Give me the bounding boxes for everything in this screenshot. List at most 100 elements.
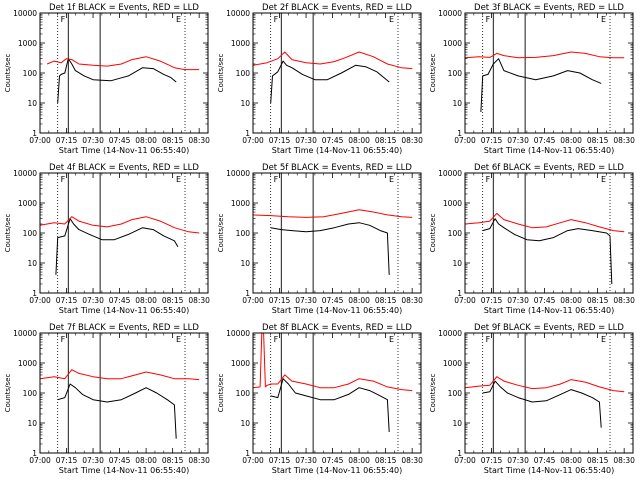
x-axis-label: Start Time (14-Nov-11 06:55:40) — [59, 466, 189, 475]
y-tick-label: 10000 — [13, 169, 37, 178]
y-axis-label: Counts/sec — [429, 214, 437, 253]
marker-label-e: E — [176, 335, 181, 344]
y-tick-label: 10000 — [438, 9, 462, 18]
x-tick-label: 08:15 — [375, 136, 397, 145]
x-tick-label: 07:30 — [82, 296, 104, 305]
y-tick-label: 1 — [32, 449, 37, 458]
events-series-line — [57, 383, 177, 439]
x-tick-label: 07:30 — [82, 136, 104, 145]
x-tick-label: 07:45 — [322, 296, 344, 305]
x-tick-label: 07:15 — [56, 456, 78, 465]
x-tick-label: 07:15 — [56, 296, 78, 305]
y-tick-label: 1000 — [231, 199, 250, 208]
y-tick-label: 100 — [23, 389, 38, 398]
y-tick-label: 1000 — [443, 39, 462, 48]
x-axis-label: Start Time (14-Nov-11 06:55:40) — [272, 466, 402, 475]
events-series-line — [270, 60, 390, 104]
x-tick-label: 08:00 — [560, 456, 582, 465]
y-tick-label: 100 — [448, 229, 463, 238]
x-tick-label: 07:15 — [56, 136, 78, 145]
plot-frame — [252, 332, 422, 454]
y-axis-label: Counts/sec — [217, 374, 225, 413]
x-tick-label: 07:30 — [507, 296, 529, 305]
events-series-line — [482, 218, 613, 285]
plot-frame — [39, 332, 209, 454]
x-tick-label: 08:15 — [162, 456, 184, 465]
x-tick-label: 08:30 — [401, 456, 423, 465]
chart-panel: 1 10 100 1000 10000 07:00 07:15 07:30 07:45 08:00… — [429, 163, 635, 315]
x-tick-label: 08:00 — [348, 136, 370, 145]
x-tick-label: 07:30 — [295, 136, 317, 145]
y-tick-label: 10 — [27, 99, 37, 108]
y-tick-label: 100 — [448, 69, 463, 78]
events-series-line — [55, 218, 179, 275]
y-tick-label: 100 — [236, 229, 251, 238]
x-tick-label: 08:15 — [587, 296, 609, 305]
x-tick-label: 07:30 — [295, 456, 317, 465]
x-axis-label: Start Time (14-Nov-11 06:55:40) — [59, 146, 189, 155]
y-tick-label: 10 — [240, 99, 250, 108]
x-tick-label: 08:30 — [613, 136, 635, 145]
x-axis-label: Start Time (14-Nov-11 06:55:40) — [59, 306, 189, 315]
chart-panel: 1 10 100 1000 10000 07:00 07:15 07:30 07:45 08:00… — [429, 323, 635, 475]
marker-label-e: E — [601, 175, 606, 184]
y-tick-label: 10 — [27, 259, 37, 268]
y-tick-label: 10 — [452, 99, 462, 108]
x-tick-label: 07:45 — [322, 456, 344, 465]
marker-label-e: E — [601, 335, 606, 344]
marker-label-e: E — [176, 15, 181, 24]
x-tick-label: 07:15 — [481, 296, 503, 305]
x-tick-label: 08:30 — [188, 296, 210, 305]
x-tick-label: 07:45 — [322, 136, 344, 145]
x-tick-label: 08:00 — [135, 296, 157, 305]
x-tick-label: 08:15 — [587, 456, 609, 465]
chart-title: Det 8f BLACK = Events, RED = LLD — [262, 323, 412, 333]
x-tick-label: 07:00 — [454, 136, 476, 145]
y-tick-label: 100 — [23, 229, 38, 238]
y-tick-label: 1 — [457, 289, 462, 298]
marker-label-f: F — [486, 175, 491, 184]
x-tick-label: 08:00 — [560, 296, 582, 305]
y-tick-label: 1000 — [443, 199, 462, 208]
y-tick-label: 100 — [236, 69, 251, 78]
x-axis-label: Start Time (14-Nov-11 06:55:40) — [272, 306, 402, 315]
y-tick-label: 1000 — [231, 39, 250, 48]
y-tick-label: 1000 — [231, 359, 250, 368]
x-tick-label: 07:45 — [534, 456, 556, 465]
marker-label-f: F — [486, 15, 491, 24]
chart-title: Det 3f BLACK = Events, RED = LLD — [474, 3, 624, 13]
y-axis-label: Counts/sec — [217, 214, 225, 253]
x-tick-label: 07:45 — [534, 296, 556, 305]
plot-frame — [464, 332, 634, 454]
x-tick-label: 08:30 — [401, 136, 423, 145]
lld-series-line — [252, 51, 413, 70]
y-tick-label: 1000 — [18, 199, 37, 208]
marker-label-e: E — [389, 335, 394, 344]
plot-frame — [464, 12, 634, 134]
y-axis-label: Counts/sec — [429, 54, 437, 93]
x-tick-label: 07:00 — [29, 296, 51, 305]
x-tick-label: 07:30 — [507, 456, 529, 465]
x-tick-label: 07:00 — [242, 136, 264, 145]
chart-panel: 1 10 100 1000 10000 07:00 07:15 07:30 07:45 08:00… — [4, 3, 210, 155]
chart-title: Det 9f BLACK = Events, RED = LLD — [474, 323, 624, 333]
events-series-line — [480, 58, 602, 113]
x-tick-label: 07:00 — [29, 456, 51, 465]
events-series-line — [57, 58, 177, 104]
marker-label-e: E — [601, 15, 606, 24]
y-tick-label: 10000 — [13, 329, 37, 338]
chart-title: Det 6f BLACK = Events, RED = LLD — [474, 163, 624, 173]
marker-label-e: E — [176, 175, 181, 184]
x-tick-label: 08:00 — [135, 136, 157, 145]
chart-title: Det 1f BLACK = Events, RED = LLD — [49, 3, 199, 13]
chart-panel: 1 10 100 1000 10000 07:00 07:15 07:30 07:45 08:00… — [217, 163, 423, 315]
x-tick-label: 08:00 — [560, 136, 582, 145]
y-tick-label: 1000 — [18, 39, 37, 48]
y-tick-label: 10000 — [226, 9, 250, 18]
x-tick-label: 07:00 — [242, 456, 264, 465]
marker-label-f: F — [61, 15, 66, 24]
x-tick-label: 08:15 — [162, 136, 184, 145]
x-tick-label: 08:00 — [348, 456, 370, 465]
lld-series-line — [464, 212, 625, 233]
y-tick-label: 10 — [27, 419, 37, 428]
